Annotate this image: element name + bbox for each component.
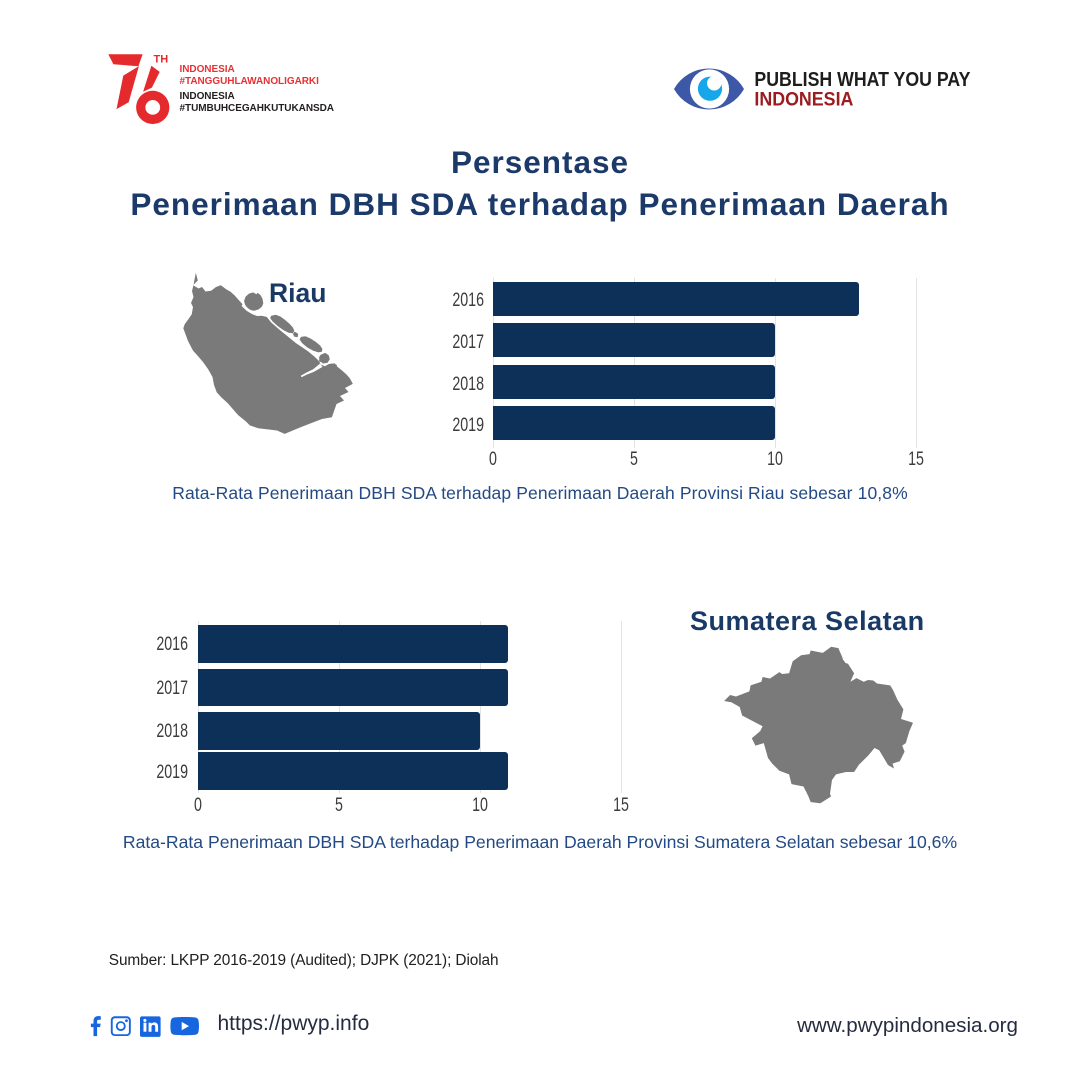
svg-text:TH: TH (154, 54, 169, 66)
svg-text:INDONESIA: INDONESIA (754, 90, 853, 111)
svg-text:PUBLISH WHAT YOU PAY: PUBLISH WHAT YOU PAY (754, 69, 971, 91)
